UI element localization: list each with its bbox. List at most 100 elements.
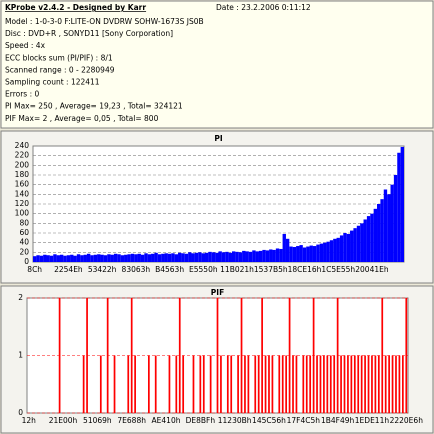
bar: [205, 252, 209, 262]
bar: [226, 355, 229, 413]
bar: [391, 355, 394, 413]
x-tick-label: DE8BFh: [186, 416, 216, 425]
y-tick-label: 20: [19, 247, 29, 256]
x-tick-label: 7E688h: [117, 416, 146, 425]
bar: [188, 252, 192, 262]
bar: [221, 252, 226, 262]
bar: [309, 245, 313, 262]
bar: [272, 249, 276, 262]
y-tick-label: 100: [15, 209, 30, 218]
bar: [211, 252, 216, 262]
info-line: Errors : 0: [5, 90, 39, 99]
bar: [201, 253, 206, 262]
bar: [366, 216, 371, 262]
bar: [154, 355, 157, 413]
bar: [178, 298, 181, 413]
bar: [86, 298, 88, 413]
bar: [59, 254, 64, 262]
bar: [208, 251, 212, 262]
bar: [127, 254, 131, 262]
bar: [225, 251, 229, 262]
bar: [278, 355, 281, 413]
bar: [367, 355, 370, 413]
bar: [388, 355, 390, 413]
bar: [137, 253, 141, 262]
bar: [130, 298, 133, 413]
bar: [306, 246, 310, 262]
bar: [371, 355, 373, 413]
bar: [285, 238, 290, 262]
bar: [58, 298, 61, 413]
bar: [113, 355, 116, 413]
y-tick-label: 60: [19, 228, 29, 237]
bar: [73, 255, 77, 262]
bar: [209, 355, 212, 413]
bar: [235, 251, 239, 262]
bar: [242, 250, 246, 262]
bar: [161, 253, 165, 262]
bar: [279, 248, 283, 262]
bar: [281, 355, 284, 413]
bar: [157, 254, 162, 262]
bar: [151, 253, 155, 262]
bar: [326, 241, 330, 262]
bar: [319, 355, 322, 413]
bar: [230, 355, 233, 413]
bar: [164, 253, 168, 262]
bar: [220, 355, 222, 413]
bar: [289, 246, 293, 262]
bar: [356, 225, 361, 262]
y-tick-label: 2: [18, 293, 23, 302]
chart-title: PI: [214, 134, 222, 143]
bar: [309, 355, 312, 413]
bar: [80, 255, 84, 262]
bar: [113, 253, 118, 262]
y-tick-label: 220: [15, 151, 30, 160]
y-tick-label: 0: [18, 408, 23, 417]
bar: [134, 355, 136, 413]
bar: [312, 298, 315, 413]
bar: [380, 199, 384, 262]
bar: [316, 244, 320, 262]
info-line: PIF Max= 2 , Average= 0,05 , Total= 800: [5, 114, 159, 123]
app-title: KProbe v2.4.2 - Designed by Karr: [5, 3, 146, 12]
bar: [46, 255, 50, 262]
x-tick-label: 1B4F49h: [321, 416, 355, 425]
y-tick-label: 160: [15, 180, 30, 189]
x-tick-label: 2220E6h: [390, 416, 424, 425]
bar: [398, 355, 401, 413]
bar: [97, 254, 101, 262]
bar: [144, 253, 148, 262]
bar: [181, 253, 185, 262]
bar: [167, 253, 172, 262]
bar: [254, 355, 257, 413]
info-line: Sampling count : 122411: [5, 78, 100, 87]
bar: [329, 355, 332, 413]
bar: [387, 194, 391, 262]
bar: [66, 255, 71, 262]
bar: [43, 254, 47, 262]
bar: [340, 355, 342, 413]
y-tick-label: 1: [18, 351, 23, 360]
y-tick-label: 140: [15, 189, 30, 198]
bar: [346, 233, 351, 262]
bar: [360, 223, 364, 262]
x-tick-label: 12h: [22, 416, 37, 425]
bar: [107, 254, 111, 262]
bar: [147, 355, 150, 413]
bar: [140, 254, 145, 262]
x-tick-label: 51069h: [83, 416, 112, 425]
x-tick-label: 145C56h: [252, 416, 286, 425]
bar: [343, 233, 347, 262]
bar: [56, 255, 60, 262]
bar: [257, 355, 260, 413]
bar: [228, 252, 232, 262]
x-tick-label: 8Ch: [27, 265, 42, 274]
bar: [93, 254, 98, 262]
bar: [405, 298, 408, 413]
bar: [383, 189, 388, 262]
x-tick-label: 11B021h: [220, 265, 254, 274]
bar: [240, 298, 243, 413]
bar: [323, 242, 327, 262]
